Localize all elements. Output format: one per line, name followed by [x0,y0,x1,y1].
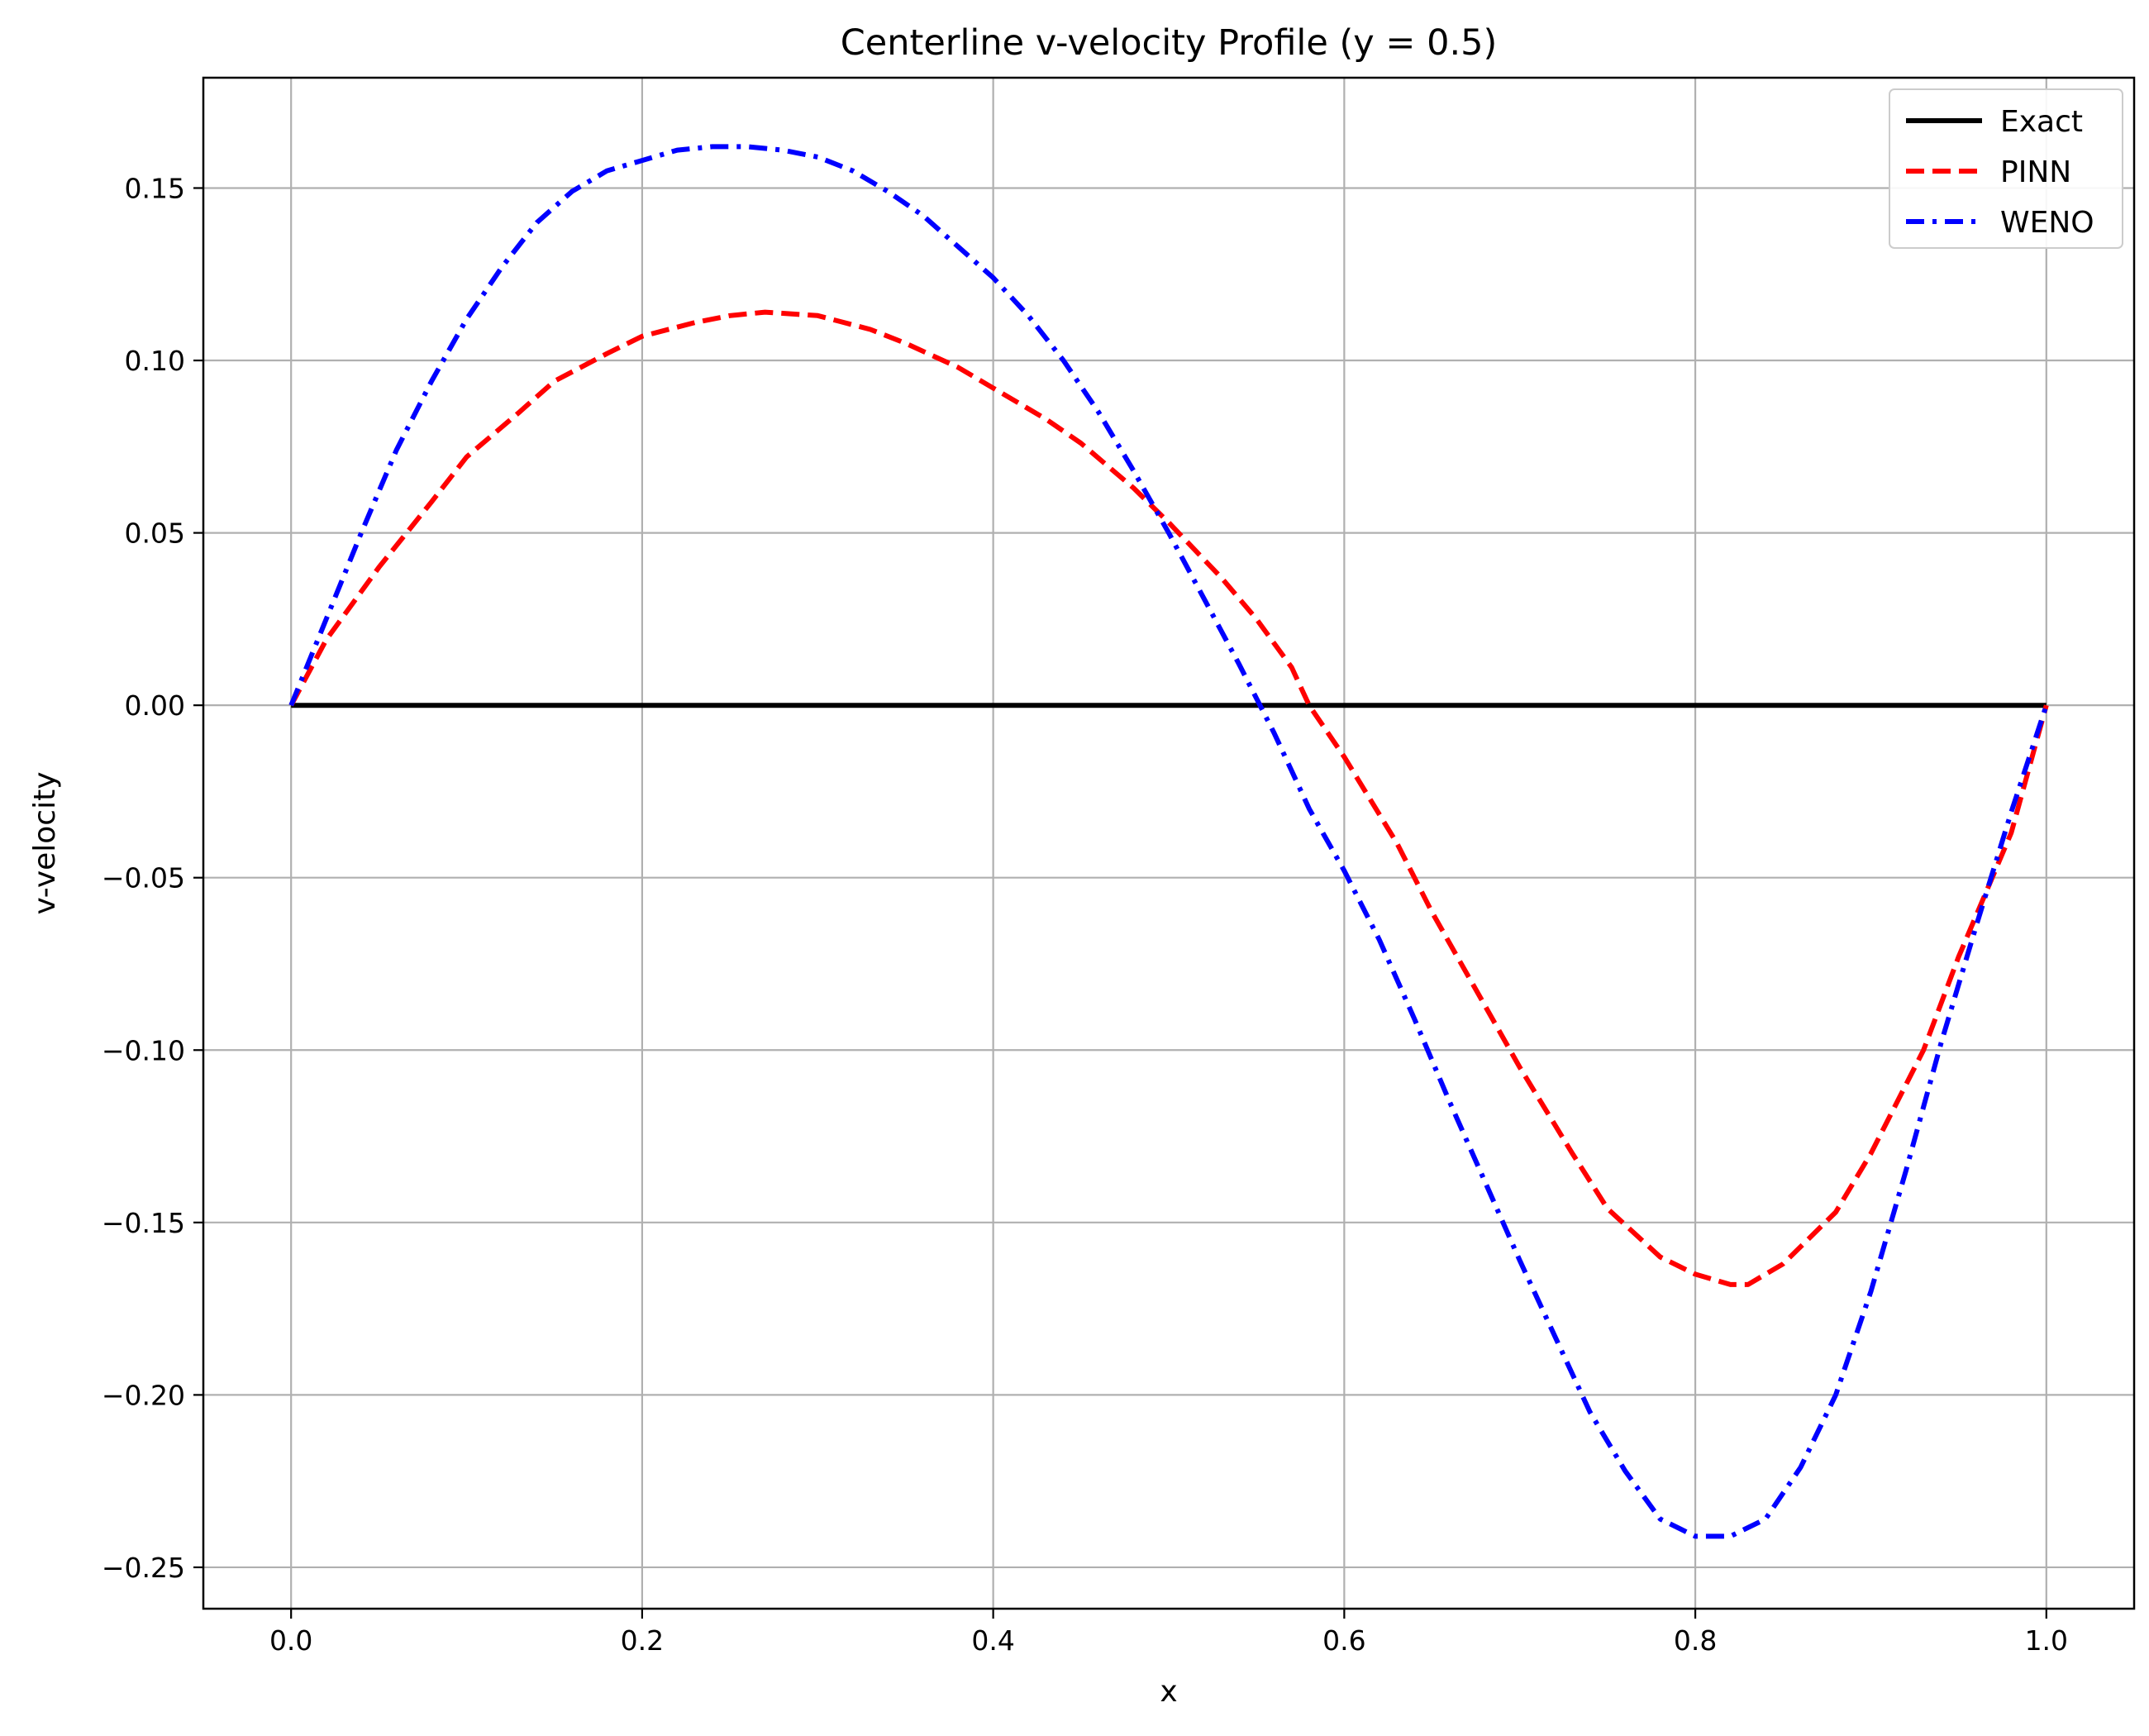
y-tick-label: −0.10 [102,1034,185,1066]
x-tick-label: 0.6 [1322,1624,1365,1657]
chart-title: Centerline v-velocity Profile (y = 0.5) [841,22,1498,64]
legend-label-weno: WENO [2000,206,2094,240]
y-tick-label: −0.15 [102,1207,185,1239]
series-line-pinn [288,309,2049,1287]
series-line-weno [288,144,2049,1539]
y-tick-label: 0.05 [125,517,185,550]
x-axis-title: x [1160,1675,1177,1709]
y-tick-label: 0.15 [125,172,185,204]
legend: Exact PINN WENO [1889,88,2123,249]
y-tick-label: −0.05 [102,862,185,894]
legend-label-pinn: PINN [2000,155,2071,189]
legend-label-exact: Exact [2000,105,2083,139]
x-ticks: 0.0 0.2 0.4 0.6 0.8 1.0 [269,1609,2068,1657]
x-tick-label: 0.2 [621,1624,664,1657]
x-tick-label: 0.0 [269,1624,312,1657]
y-tick-label: 0.10 [125,345,185,377]
y-tick-label: −0.25 [102,1552,185,1584]
x-tick-label: 1.0 [2025,1624,2068,1657]
legend-box [1889,88,2123,249]
x-tick-label: 0.4 [971,1624,1014,1657]
y-tick-label: 0.00 [125,689,185,722]
series-lines [288,144,2049,1539]
x-tick-label: 0.8 [1674,1624,1717,1657]
y-ticks: −0.25 −0.20 −0.15 −0.10 −0.05 0.00 0.05 0.10 0.1… [102,172,203,1584]
plot-frame [202,76,2136,1610]
y-tick-label: −0.20 [102,1379,185,1411]
y-axis-title: v-velocity [28,771,62,914]
